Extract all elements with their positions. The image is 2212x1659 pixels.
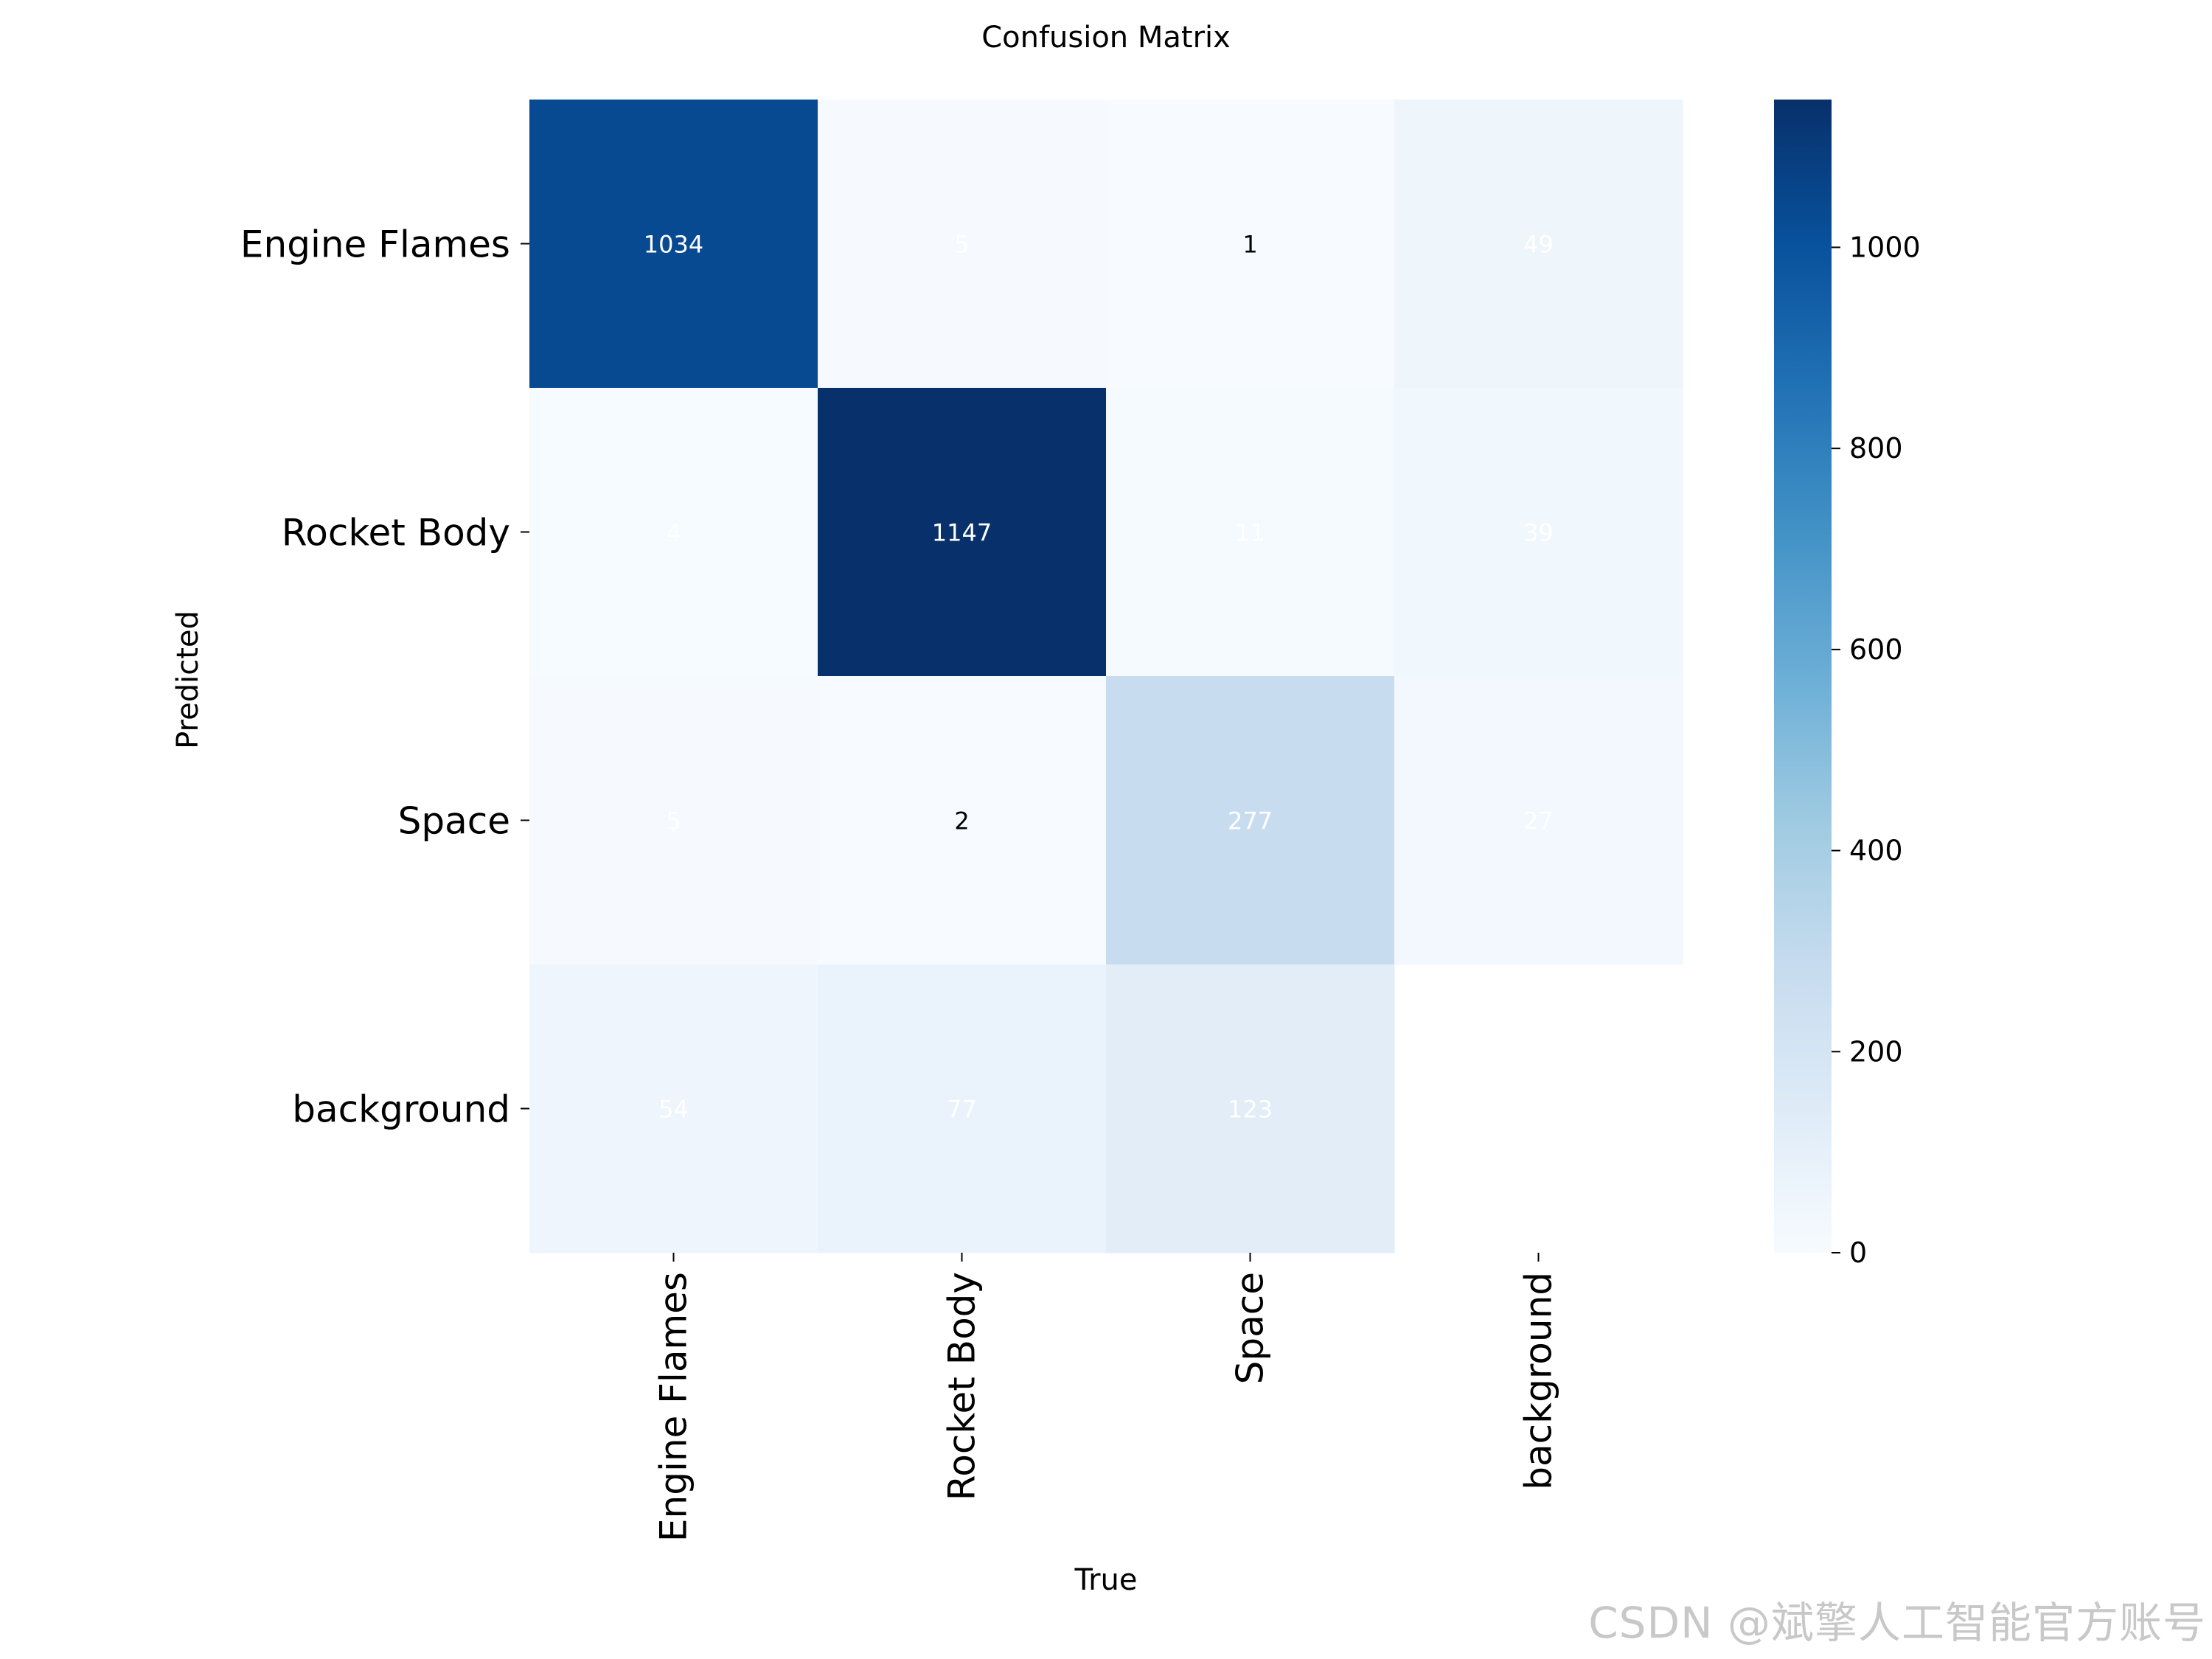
colorbar-tick-label: 800 — [1849, 432, 1903, 465]
heatmap-cell — [1394, 100, 1683, 389]
cell-value-label: 49 — [1523, 231, 1554, 259]
cell-value-label: 1034 — [644, 231, 703, 259]
cell-value-label: 27 — [1523, 807, 1554, 835]
colorbar-tick-label: 200 — [1849, 1035, 1903, 1068]
chart-title: Confusion Matrix — [981, 21, 1231, 55]
cell-value-label: 277 — [1228, 807, 1273, 835]
y-tick-label: Engine Flames — [240, 223, 510, 266]
x-tick-label: Engine Flames — [653, 1272, 695, 1542]
watermark-text: CSDN @斌擎人工智能官方账号 — [1588, 1598, 2206, 1648]
cell-value-label: 4 — [666, 519, 681, 547]
colorbar-tick-label: 400 — [1849, 835, 1903, 867]
x-axis-label: True — [1074, 1563, 1138, 1597]
x-tick-labels: Engine Flames Rocket Body Space background — [653, 1253, 1560, 1542]
cell-value-label: 2 — [954, 807, 969, 835]
cell-value-label: 5 — [954, 231, 969, 259]
heatmap-cell — [1106, 676, 1395, 965]
heatmap-cell — [529, 388, 818, 677]
colorbar: 0 200 400 600 800 1000 — [1774, 100, 1921, 1269]
colorbar-tick-label: 0 — [1849, 1237, 1867, 1269]
cell-value-label: 11 — [1235, 519, 1265, 547]
heatmap-cell — [529, 100, 818, 389]
heatmap-cell — [1394, 388, 1683, 677]
heatmap-cell — [818, 388, 1107, 677]
x-tick-label: Space — [1229, 1272, 1272, 1384]
x-tick-label: background — [1517, 1272, 1560, 1490]
cell-value-label: 54 — [658, 1096, 689, 1124]
y-tick-label: Space — [398, 800, 510, 843]
heatmap-cell — [1106, 100, 1395, 389]
cell-value-label: 5 — [666, 807, 681, 835]
y-tick-label: Rocket Body — [282, 512, 510, 554]
heatmap-cell — [529, 964, 818, 1253]
heatmap-cell — [818, 100, 1107, 389]
x-tick-label: Rocket Body — [941, 1272, 984, 1500]
cell-value-label: 77 — [947, 1096, 977, 1124]
colorbar-gradient — [1774, 100, 1832, 1253]
colorbar-tick-label: 1000 — [1849, 231, 1921, 263]
y-tick-label: background — [292, 1088, 510, 1131]
heatmap-cell — [818, 676, 1107, 965]
cell-value-label: 1147 — [932, 519, 992, 547]
heatmap-cell — [529, 676, 818, 965]
cell-value-label: 1 — [1242, 231, 1257, 259]
heatmap-cell — [1106, 964, 1395, 1253]
heatmap-cell — [818, 964, 1107, 1253]
colorbar-tick-label: 600 — [1849, 633, 1903, 666]
y-tick-labels: Engine Flames Rocket Body Space background — [240, 223, 529, 1131]
heatmap-cell-labels: 1034 5 1 49 4 1147 11 39 5 2 277 27 54 77 123 — [644, 231, 1554, 1124]
y-axis-label: Predicted — [171, 611, 205, 749]
cell-value-label: 123 — [1228, 1096, 1273, 1124]
heatmap-cell — [1106, 388, 1395, 677]
heatmap-cell — [1394, 676, 1683, 965]
heatmap-cells — [529, 100, 1683, 1253]
cell-value-label: 39 — [1523, 519, 1554, 547]
